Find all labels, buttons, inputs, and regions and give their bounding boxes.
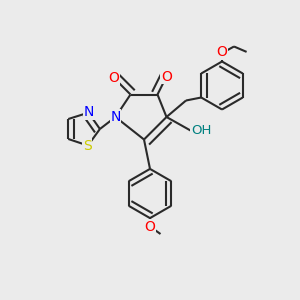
Text: S: S: [83, 139, 92, 153]
Text: O: O: [145, 220, 155, 234]
Text: OH: OH: [191, 124, 211, 137]
Text: O: O: [109, 71, 119, 85]
Text: N: N: [110, 110, 121, 124]
Text: O: O: [216, 46, 227, 59]
Text: O: O: [161, 70, 172, 83]
Text: N: N: [84, 105, 94, 119]
